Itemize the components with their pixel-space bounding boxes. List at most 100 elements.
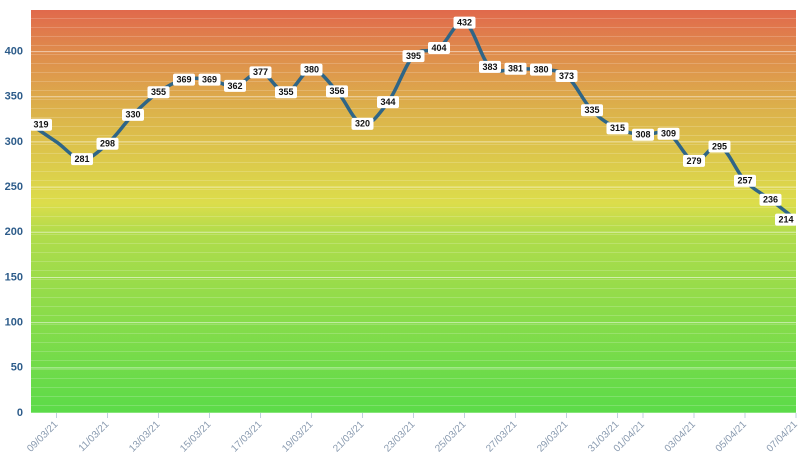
data-label-group: 373 bbox=[555, 69, 578, 82]
data-label-box bbox=[275, 86, 297, 99]
x-tick-label: 29/03/21 bbox=[535, 419, 571, 455]
data-label: 214 bbox=[778, 215, 793, 225]
data-label-box bbox=[555, 69, 578, 82]
data-label-box bbox=[428, 41, 450, 54]
x-tick-label: 21/03/21 bbox=[331, 419, 367, 455]
x-tick-label: 13/03/21 bbox=[127, 419, 163, 455]
data-label: 381 bbox=[508, 64, 523, 74]
data-label: 308 bbox=[635, 130, 650, 140]
y-tick-label: 0 bbox=[17, 407, 23, 419]
data-label: 355 bbox=[151, 87, 166, 97]
data-label-group: 380 bbox=[300, 63, 323, 76]
y-tick-label: 300 bbox=[5, 136, 23, 148]
x-tick-label: 19/03/21 bbox=[280, 419, 316, 455]
data-label-box bbox=[530, 63, 552, 76]
data-label-box bbox=[479, 60, 501, 73]
data-label-box bbox=[581, 104, 603, 117]
data-label: 330 bbox=[125, 110, 140, 120]
data-label: 356 bbox=[329, 86, 344, 96]
data-label-box bbox=[96, 137, 119, 150]
data-label: 395 bbox=[406, 51, 421, 61]
data-label: 369 bbox=[176, 74, 191, 84]
data-label-group: 404 bbox=[428, 41, 450, 54]
x-tick-label: 23/03/21 bbox=[382, 419, 418, 455]
data-label-group: 380 bbox=[530, 63, 552, 76]
data-label: 383 bbox=[482, 62, 497, 72]
data-label-box bbox=[351, 117, 374, 130]
data-label-group: 369 bbox=[173, 73, 195, 86]
data-label-group: 308 bbox=[632, 128, 654, 141]
data-label-group: 320 bbox=[351, 117, 374, 130]
data-label: 320 bbox=[355, 119, 370, 129]
data-label-group: 309 bbox=[657, 127, 680, 140]
data-label-group: 383 bbox=[479, 60, 501, 73]
data-label: 404 bbox=[431, 43, 446, 53]
data-label-box bbox=[453, 16, 476, 29]
data-label-box bbox=[708, 140, 731, 153]
data-label: 279 bbox=[686, 156, 701, 166]
y-tick-label: 150 bbox=[5, 271, 23, 283]
data-label: 295 bbox=[712, 141, 727, 151]
x-tick-label: 09/03/21 bbox=[25, 419, 61, 455]
x-tick-label: 05/04/21 bbox=[714, 419, 750, 455]
data-label-box bbox=[249, 66, 272, 79]
data-label-group: 298 bbox=[96, 137, 119, 150]
data-label-group: 355 bbox=[147, 86, 170, 99]
x-tick-label: 17/03/21 bbox=[229, 419, 265, 455]
data-label: 369 bbox=[202, 74, 217, 84]
data-label: 344 bbox=[380, 97, 395, 107]
x-tick-label: 27/03/21 bbox=[484, 419, 520, 455]
data-label-group: 295 bbox=[708, 140, 731, 153]
data-label-group: 281 bbox=[71, 153, 93, 166]
data-label-group: 356 bbox=[326, 85, 348, 98]
data-label-box bbox=[657, 127, 680, 140]
data-label: 335 bbox=[584, 105, 599, 115]
data-label-box bbox=[198, 73, 221, 86]
data-label: 309 bbox=[661, 129, 676, 139]
data-label: 355 bbox=[278, 87, 293, 97]
data-label-group: 214 bbox=[775, 213, 797, 226]
data-label-box bbox=[122, 108, 144, 121]
data-label-box bbox=[759, 193, 782, 206]
data-label-group: 344 bbox=[377, 96, 399, 109]
data-label-group: 330 bbox=[122, 108, 144, 121]
y-tick-label: 50 bbox=[11, 362, 23, 374]
data-label-box bbox=[326, 85, 348, 98]
data-label-box bbox=[606, 122, 629, 135]
data-label-group: 381 bbox=[504, 62, 527, 75]
x-tick-label: 25/03/21 bbox=[433, 419, 469, 455]
y-tick-label: 200 bbox=[5, 226, 23, 238]
x-tick-label: 15/03/21 bbox=[178, 419, 214, 455]
data-label-group: 377 bbox=[249, 66, 272, 79]
data-label-group: 369 bbox=[198, 73, 221, 86]
data-label: 319 bbox=[33, 120, 48, 130]
data-label-box bbox=[504, 62, 527, 75]
data-label-box bbox=[224, 79, 246, 92]
data-label-box bbox=[377, 96, 399, 109]
y-tick-label: 100 bbox=[5, 317, 23, 329]
y-tick-label: 350 bbox=[5, 91, 23, 103]
data-label: 380 bbox=[304, 65, 319, 75]
data-label: 281 bbox=[74, 154, 89, 164]
data-label-box bbox=[300, 63, 323, 76]
data-label-group: 279 bbox=[683, 154, 705, 167]
data-label-group: 362 bbox=[224, 79, 246, 92]
data-label: 257 bbox=[737, 176, 752, 186]
data-label: 377 bbox=[253, 67, 268, 77]
data-label-group: 432 bbox=[453, 16, 476, 29]
data-label-box bbox=[683, 154, 705, 167]
data-label: 298 bbox=[100, 139, 115, 149]
data-label-box bbox=[71, 153, 93, 166]
y-tick-label: 250 bbox=[5, 181, 23, 193]
data-label: 432 bbox=[457, 18, 472, 28]
data-label-box bbox=[147, 86, 170, 99]
x-tick-label: 07/04/21 bbox=[765, 419, 801, 455]
data-label-group: 257 bbox=[734, 174, 756, 187]
data-label-box bbox=[632, 128, 654, 141]
data-label-group: 236 bbox=[759, 193, 782, 206]
data-label: 380 bbox=[533, 65, 548, 75]
x-tick-label: 03/04/21 bbox=[663, 419, 699, 455]
y-tick-label: 400 bbox=[5, 45, 23, 57]
data-label-group: 315 bbox=[606, 122, 629, 135]
